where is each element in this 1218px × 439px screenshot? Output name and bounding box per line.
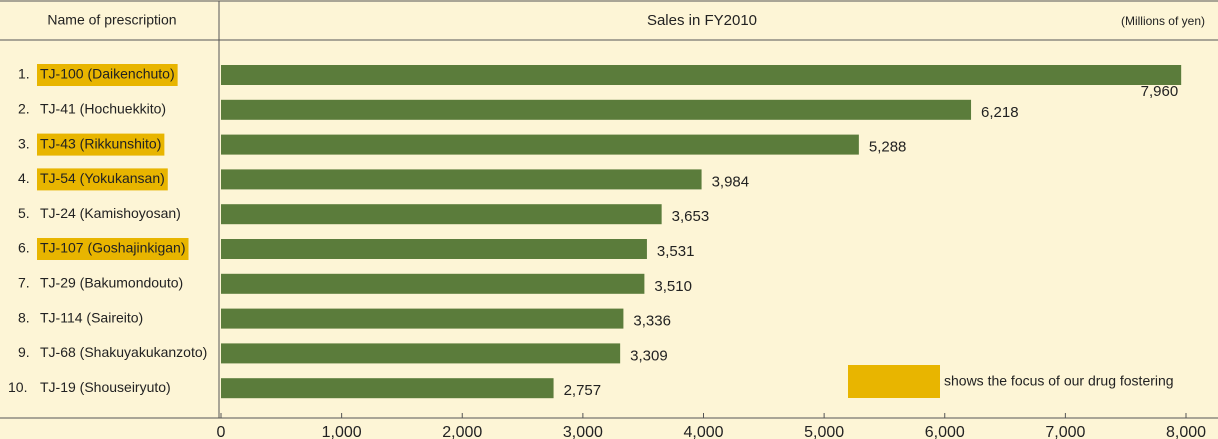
category-header: Name of prescription [47,12,176,28]
category-label: TJ-29 (Bakumondouto) [40,275,183,291]
rank-label: 3. [18,135,30,151]
rank-label: 4. [18,170,30,186]
value-label: 3,984 [712,173,750,190]
category-label: TJ-43 (Rikkunshito) [40,135,161,151]
category-label: TJ-100 (Daikenchuto) [40,66,175,82]
focus-highlight [37,238,189,260]
x-tick-label: 7,000 [1045,424,1085,439]
x-tick-label: 2,000 [442,424,482,439]
value-label: 6,218 [981,104,1019,121]
rank-label: 8. [18,309,30,325]
value-label: 3,336 [633,313,671,330]
bar [221,65,1182,85]
legend-swatch [848,365,940,398]
value-label: 3,531 [657,243,695,260]
rank-label: 9. [18,344,30,360]
focus-highlight [37,133,165,156]
category-label: TJ-54 (Yokukansan) [40,170,165,186]
x-tick-label: 6,000 [925,424,965,439]
bar [221,169,702,190]
rank-label: 2. [18,101,30,117]
x-tick-label: 5,000 [804,424,844,439]
category-label: TJ-107 (Goshajinkigan) [40,240,186,256]
rank-label: 1. [18,66,30,82]
unit-label: (Millions of yen) [1121,14,1205,28]
bar [221,378,554,399]
bar [221,308,624,329]
value-label: 7,960 [1141,83,1179,100]
rank-label: 10. [8,379,27,395]
value-label: 3,653 [672,208,710,225]
value-label: 2,757 [564,382,602,399]
value-label: 3,510 [654,278,692,295]
bar [221,134,859,155]
legend-label: shows the focus of our drug fostering [944,373,1174,389]
rank-label: 7. [18,275,30,291]
bar [221,343,621,364]
chart-title: Sales in FY2010 [647,12,757,29]
x-tick-label: 0 [217,424,226,439]
x-tick-label: 3,000 [563,424,603,439]
rank-label: 5. [18,205,30,221]
bar [221,239,647,259]
x-tick-label: 1,000 [322,424,362,439]
category-label: TJ-41 (Hochuekkito) [40,101,166,117]
category-label: TJ-68 (Shakuyakukanzoto) [40,344,207,360]
x-tick-label: 8,000 [1166,424,1206,439]
x-tick-label: 4,000 [683,424,723,439]
category-label: TJ-19 (Shouseiryuto) [40,379,171,395]
category-label: TJ-114 (Saireito) [40,309,143,325]
bar [221,204,662,225]
focus-highlight [37,168,168,191]
focus-highlight [37,64,178,86]
value-label: 3,309 [630,347,668,364]
bar [221,273,645,294]
category-label: TJ-24 (Kamishoyosan) [40,205,181,221]
rank-label: 6. [18,240,30,256]
value-label: 5,288 [869,139,907,156]
bar [221,99,972,120]
